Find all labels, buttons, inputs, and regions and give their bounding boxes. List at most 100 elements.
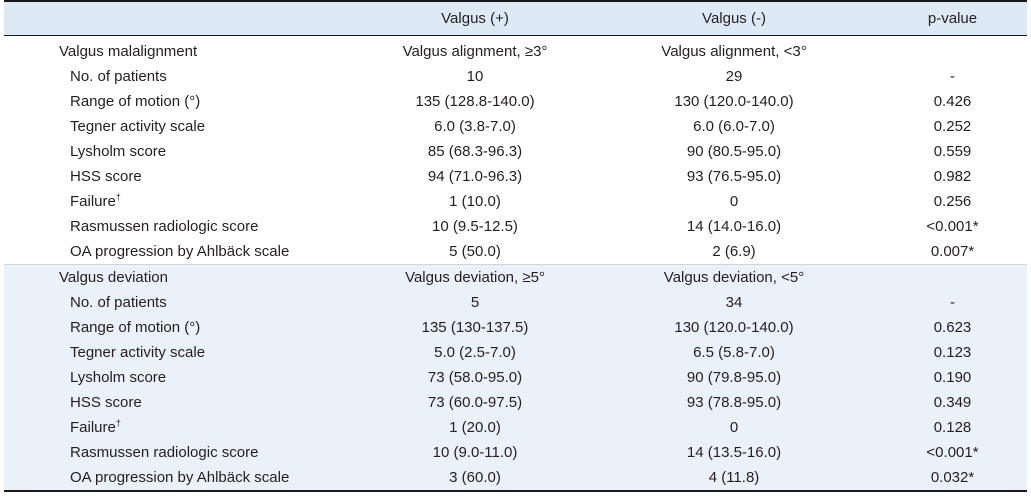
value-valgus-negative: 6.0 (6.0-7.0) [693, 118, 775, 135]
table-row: Lysholm score 85 (68.3-96.3) 90 (80.5-95.0… [4, 139, 1027, 164]
value-valgus-negative: 130 (120.0-140.0) [674, 319, 794, 336]
table-row: Tegner activity scale 5.0 (2.5-7.0) 6.5 (5… [4, 340, 1027, 365]
row-label-cell: Lysholm score [4, 143, 360, 160]
value-valgus-negative: 14 (13.5-16.0) [686, 444, 782, 461]
table-row: OA progression by Ahlbäck scale 5 (50.0) 2… [4, 239, 1027, 264]
group-positive-label: Valgus deviation, ≥5° [405, 269, 545, 286]
row-label-cell: Range of motion (°) [4, 93, 360, 110]
table-row: OA progression by Ahlbäck scale 3 (60.0) 4… [4, 465, 1027, 490]
value-valgus-negative: 130 (120.0-140.0) [674, 93, 794, 110]
header-valgus-negative: Valgus (-) [702, 10, 766, 27]
table-row: Range of motion (°) 135 (128.8-140.0) 130 … [4, 89, 1027, 114]
value-valgus-positive: 135 (128.8-140.0) [415, 93, 535, 110]
row-label-cell: Failure† [4, 418, 360, 436]
value-valgus-positive: 73 (60.0-97.5) [427, 394, 523, 411]
value-p: 0.982 [933, 168, 972, 185]
row-label: Failure [70, 419, 116, 436]
row-label-cell: Failure† [4, 192, 360, 210]
value-valgus-negative: 90 (79.8-95.0) [686, 369, 782, 386]
row-label-cell: Rasmussen radiologic score [4, 444, 360, 461]
row-label-cell: No. of patients [4, 68, 360, 85]
value-valgus-positive: 1 (20.0) [449, 419, 501, 436]
table-row: Failure† 1 (10.0) 0 0.256 [4, 189, 1027, 214]
row-label: OA progression by Ahlbäck scale [70, 469, 290, 486]
row-label-cell: Range of motion (°) [4, 319, 360, 336]
row-label-cell: Rasmussen radiologic score [4, 218, 360, 235]
table-row: Rasmussen radiologic score 10 (9.5-12.5) 1… [4, 214, 1027, 239]
value-valgus-negative: 4 (11.8) [708, 469, 760, 486]
value-valgus-negative: 93 (78.8-95.0) [686, 394, 782, 411]
value-p: 0.123 [933, 344, 972, 361]
value-valgus-positive: 73 (58.0-95.0) [427, 369, 523, 386]
table-header: Valgus (+) Valgus (-) p-value [4, 0, 1027, 36]
row-label-cell: Lysholm score [4, 369, 360, 386]
value-valgus-positive: 1 (10.0) [449, 193, 501, 210]
value-p: 0.426 [933, 93, 972, 110]
table-row: No. of patients 10 29 - [4, 64, 1027, 89]
row-label: HSS score [70, 168, 142, 185]
row-label-cell: Tegner activity scale [4, 344, 360, 361]
row-label-cell: OA progression by Ahlbäck scale [4, 243, 360, 260]
value-valgus-positive: 10 [466, 68, 484, 85]
value-p: <0.001* [926, 218, 979, 235]
row-label-cell: HSS score [4, 394, 360, 411]
value-valgus-positive: 6.0 (3.8-7.0) [434, 118, 516, 135]
value-valgus-positive: 10 (9.0-11.0) [432, 444, 518, 461]
group-positive-label: Valgus alignment, ≥3° [402, 43, 548, 60]
value-p: 0.559 [933, 143, 972, 160]
row-label: Range of motion (°) [70, 319, 201, 336]
table-row: Tegner activity scale 6.0 (3.8-7.0) 6.0 (6… [4, 114, 1027, 139]
value-p: 0.128 [933, 419, 972, 436]
group-title: Valgus deviation [59, 269, 168, 286]
value-valgus-negative: 93 (76.5-95.0) [686, 168, 782, 185]
value-valgus-positive: 3 (60.0) [449, 469, 501, 486]
footnote-marker: † [115, 192, 121, 202]
table-row: HSS score 94 (71.0-96.3) 93 (76.5-95.0) 0.9… [4, 164, 1027, 189]
row-label: Rasmussen radiologic score [70, 218, 259, 235]
group-negative-label: Valgus alignment, <3° [661, 43, 807, 60]
group-title: Valgus malalignment [59, 43, 198, 60]
value-valgus-positive: 135 (130-137.5) [421, 319, 529, 336]
group-row: Valgus malalignment Valgus alignment, ≥3°… [4, 39, 1027, 64]
header-valgus-positive: Valgus (+) [441, 10, 509, 27]
value-valgus-negative: 0 [729, 419, 739, 436]
row-label: OA progression by Ahlbäck scale [70, 243, 290, 260]
value-p: <0.001* [926, 444, 979, 461]
row-label: Failure [70, 193, 116, 210]
value-p: 0.007* [930, 243, 975, 260]
value-valgus-positive: 5 [470, 294, 480, 311]
footnote-marker: † [115, 418, 121, 428]
table-row: HSS score 73 (60.0-97.5) 93 (78.8-95.0) 0.3… [4, 390, 1027, 415]
row-label: Tegner activity scale [70, 344, 206, 361]
table-row: Rasmussen radiologic score 10 (9.0-11.0) 1… [4, 440, 1027, 465]
value-valgus-negative: 0 [729, 193, 739, 210]
table-row: Range of motion (°) 135 (130-137.5) 130 (1… [4, 315, 1027, 340]
value-valgus-negative: 29 [725, 68, 743, 85]
row-label: Lysholm score [70, 143, 167, 160]
value-valgus-positive: 5.0 (2.5-7.0) [434, 344, 516, 361]
header-p-value: p-value [927, 10, 978, 27]
value-p: - [950, 68, 955, 85]
value-p: - [950, 294, 955, 311]
row-label: Range of motion (°) [70, 93, 201, 110]
section-valgus-deviation: Valgus deviation Valgus deviation, ≥5° Val… [4, 264, 1027, 492]
row-label: No. of patients [70, 68, 167, 85]
row-label: Tegner activity scale [70, 118, 206, 135]
table-row: No. of patients 5 34 - [4, 290, 1027, 315]
value-valgus-positive: 10 (9.5-12.5) [432, 218, 518, 235]
table-row: Failure† 1 (20.0) 0 0.128 [4, 415, 1027, 440]
row-label-cell: Tegner activity scale [4, 118, 360, 135]
section-valgus-malalignment: Valgus malalignment Valgus alignment, ≥3°… [4, 36, 1027, 264]
table-row: Lysholm score 73 (58.0-95.0) 90 (79.8-95.0… [4, 365, 1027, 390]
value-p: 0.623 [933, 319, 972, 336]
group-negative-label: Valgus deviation, <5° [663, 269, 805, 286]
value-p: 0.032* [930, 469, 975, 486]
row-label: Rasmussen radiologic score [70, 444, 259, 461]
value-valgus-negative: 2 (6.9) [712, 243, 756, 260]
value-valgus-negative: 6.5 (5.8-7.0) [693, 344, 775, 361]
group-row: Valgus deviation Valgus deviation, ≥5° Val… [4, 265, 1027, 290]
value-p: 0.349 [933, 394, 972, 411]
value-valgus-negative: 90 (80.5-95.0) [686, 143, 782, 160]
results-table: Valgus (+) Valgus (-) p-value Valgus mal… [4, 0, 1027, 492]
value-p: 0.252 [933, 118, 972, 135]
